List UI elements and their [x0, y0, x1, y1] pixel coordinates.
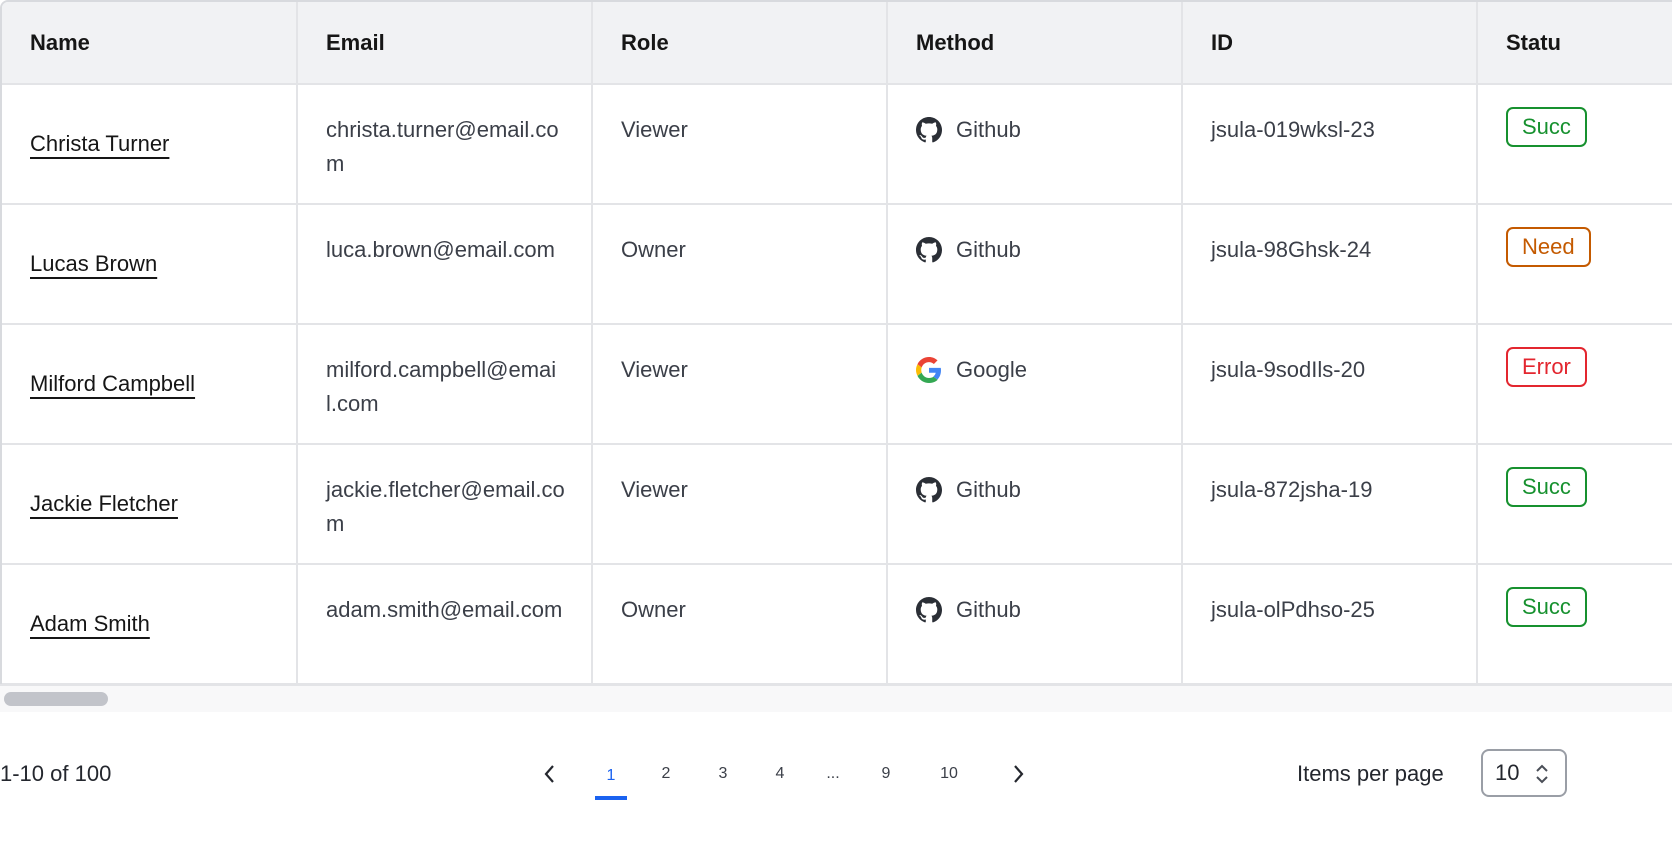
page-button-4[interactable]: 4 [775, 765, 785, 782]
status-badge: Error [1506, 347, 1587, 387]
table-row: Jackie Fletcher jackie.fletcher@email.co… [2, 444, 1672, 565]
cell-name: Adam Smith [2, 564, 298, 685]
method-label: Google [956, 357, 1027, 382]
chevron-left-icon [544, 765, 554, 783]
cell-id: jsula-019wksl-23 [1182, 84, 1478, 205]
next-page-button[interactable] [1004, 752, 1032, 796]
cell-role: Viewer [592, 444, 888, 565]
cell-email: luca.brown@email.com [297, 204, 593, 325]
cell-method: Github [887, 564, 1183, 685]
page-button-3[interactable]: 3 [718, 765, 728, 782]
column-header-email[interactable]: Email [297, 2, 593, 85]
range-text: 1-10 of 100 [0, 761, 112, 786]
github-icon [916, 117, 942, 143]
method-label: Github [956, 477, 1021, 502]
cell-status: Need [1477, 204, 1672, 325]
cell-id: jsula-9sodIls-20 [1182, 324, 1478, 445]
pagination-ellipsis: ... [826, 765, 840, 782]
cell-role: Owner [592, 204, 888, 325]
cell-method: Google [887, 324, 1183, 445]
table-row: Lucas Brown luca.brown@email.com Owner G… [2, 204, 1672, 325]
previous-page-button[interactable] [536, 752, 564, 796]
column-header-role[interactable]: Role [592, 2, 888, 85]
user-name-link[interactable]: Milford Campbell [30, 371, 196, 396]
user-name-link[interactable]: Lucas Brown [30, 251, 158, 276]
column-header-name[interactable]: Name [2, 2, 298, 85]
chevron-right-icon [1014, 765, 1024, 783]
github-icon [916, 597, 942, 623]
column-header-method[interactable]: Method [887, 2, 1183, 85]
scrollbar-thumb[interactable] [4, 692, 108, 706]
status-badge: Succ [1506, 107, 1587, 147]
method-label: Github [956, 117, 1021, 142]
users-table-container: Name Email Role Method ID Statu Christa … [0, 0, 1672, 712]
cell-status: Succ [1477, 564, 1672, 685]
cell-role: Owner [592, 564, 888, 685]
user-name-link[interactable]: Adam Smith [30, 611, 150, 636]
items-per-page-value: 10 [1495, 760, 1520, 785]
cell-name: Jackie Fletcher [2, 444, 298, 565]
table-row: Adam Smith adam.smith@email.com Owner Gi… [2, 564, 1672, 685]
column-header-id[interactable]: ID [1182, 2, 1478, 85]
cell-method: Github [887, 444, 1183, 565]
cell-method: Github [887, 204, 1183, 325]
cell-email: christa.turner@email.com [297, 84, 593, 205]
pagination: 1 2 3 4... 9 10 [0, 752, 1100, 812]
cell-name: Milford Campbell [2, 324, 298, 445]
method-label: Github [956, 597, 1021, 622]
cell-id: jsula-olPdhso-25 [1182, 564, 1478, 685]
chevron-up-down-icon [1536, 764, 1548, 784]
google-icon [916, 357, 942, 383]
cell-name: Lucas Brown [2, 204, 298, 325]
table-row: Christa Turner christa.turner@email.com … [2, 84, 1672, 205]
status-badge: Succ [1506, 467, 1587, 507]
cell-name: Christa Turner [2, 84, 298, 205]
items-per-page-label: Items per page [1297, 761, 1444, 786]
github-icon [916, 237, 942, 263]
horizontal-scrollbar[interactable] [0, 684, 1672, 712]
users-table: Name Email Role Method ID Statu Christa … [2, 2, 1672, 685]
cell-role: Viewer [592, 324, 888, 445]
cell-id: jsula-872jsha-19 [1182, 444, 1478, 565]
github-icon [916, 477, 942, 503]
cell-email: milford.campbell@email.com [297, 324, 593, 445]
cell-status: Succ [1477, 444, 1672, 565]
user-name-link[interactable]: Jackie Fletcher [30, 491, 178, 516]
page-button-10[interactable]: 10 [940, 765, 958, 782]
items-per-page-select[interactable]: 10 [1481, 749, 1567, 797]
cell-id: jsula-98Ghsk-24 [1182, 204, 1478, 325]
status-badge: Succ [1506, 587, 1587, 627]
cell-email: adam.smith@email.com [297, 564, 593, 685]
method-label: Github [956, 237, 1021, 262]
page-button-1[interactable]: 1 [595, 752, 627, 800]
cell-method: Github [887, 84, 1183, 205]
cell-email: jackie.fletcher@email.com [297, 444, 593, 565]
cell-status: Succ [1477, 84, 1672, 205]
cell-status: Error [1477, 324, 1672, 445]
table-header-row: Name Email Role Method ID Statu [2, 2, 1672, 85]
column-header-status[interactable]: Statu [1477, 2, 1672, 85]
cell-role: Viewer [592, 84, 888, 205]
user-name-link[interactable]: Christa Turner [30, 131, 170, 156]
page-button-9[interactable]: 9 [881, 765, 891, 782]
page-button-2[interactable]: 2 [661, 765, 671, 782]
status-badge: Need [1506, 227, 1591, 267]
table-row: Milford Campbell milford.campbell@email.… [2, 324, 1672, 445]
